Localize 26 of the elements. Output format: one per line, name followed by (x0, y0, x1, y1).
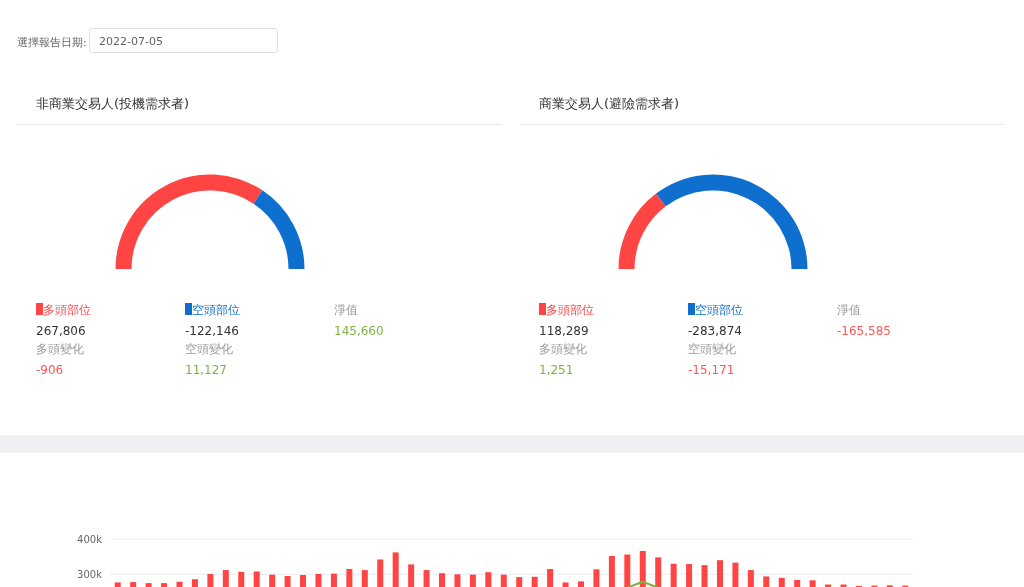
text: 多頭變化 (539, 342, 587, 356)
text: 空頭變化 (688, 342, 736, 356)
chart-title: 商業交易人(避險需求者) (539, 96, 680, 111)
text: 1,251 (539, 363, 574, 377)
text: 淨值 (837, 303, 861, 317)
chart-title: 非商業交易人(投機需求者) (36, 96, 190, 111)
y-tick-label: 400k (77, 534, 103, 545)
text: 淨值 (334, 303, 358, 317)
y-tick-label: 300k (77, 569, 103, 581)
legend-label: 空頭部位 (192, 303, 240, 317)
text: 2022-07-05 (99, 35, 163, 48)
legend-label: 空頭部位 (695, 303, 743, 317)
text: -165,585 (837, 324, 891, 338)
text: -283,874 (688, 324, 742, 338)
text: 11,127 (185, 363, 227, 377)
text: -122,146 (185, 324, 239, 338)
text: 118,289 (539, 324, 589, 338)
text: -15,171 (688, 363, 735, 377)
legend-label: 多頭部位 (546, 303, 594, 317)
text: 選擇報告日期: (17, 36, 87, 49)
text: 267,806 (36, 324, 86, 338)
text: 多頭變化 (36, 342, 84, 356)
legend-label: 多頭部位 (43, 303, 91, 317)
text: -906 (36, 363, 64, 377)
text: 145,660 (334, 324, 384, 338)
text: 空頭變化 (185, 342, 233, 356)
